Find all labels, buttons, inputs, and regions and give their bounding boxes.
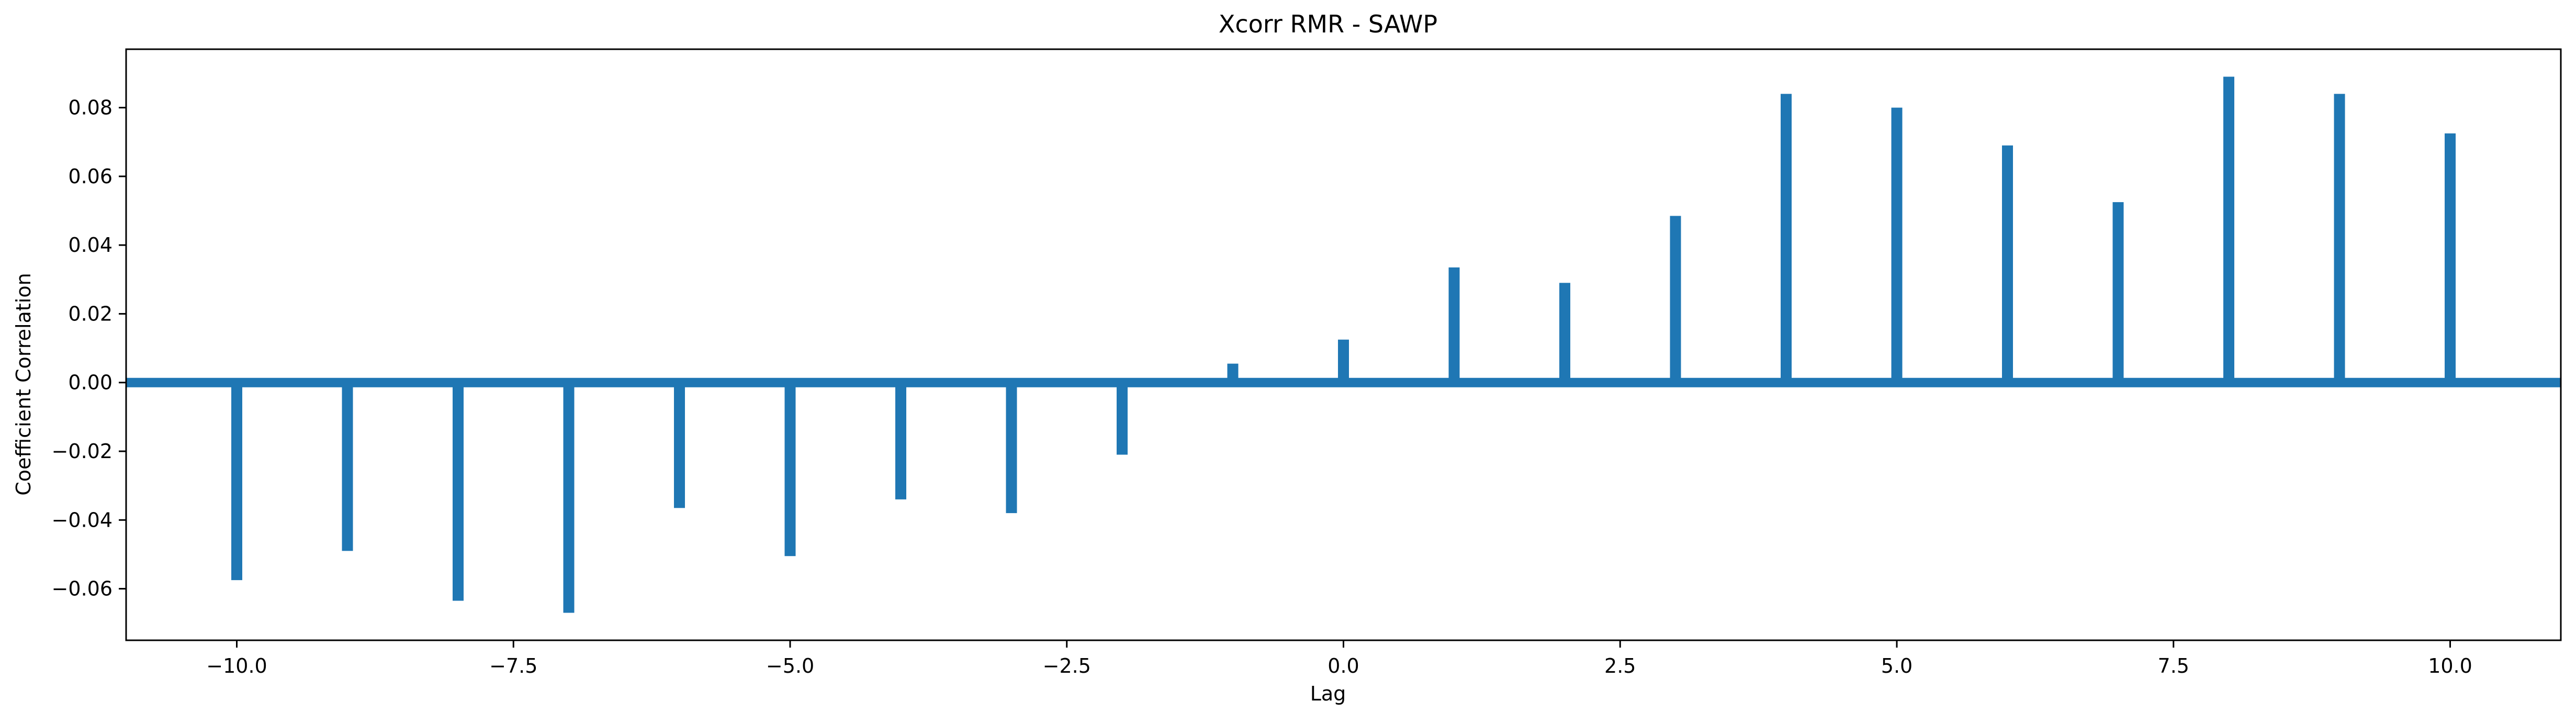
y-ticks: −0.06 −0.04 −0.02 0.00 0.02 0.04 0.06 0.08 [52,96,126,600]
bar-lag-0 [1338,339,1349,383]
y-tick-label: −0.04 [52,508,113,531]
bar-lag-10 [2445,133,2456,383]
bar-lag-3 [1670,216,1681,383]
x-tick-label: 2.5 [1604,654,1636,677]
x-tick-label: 0.0 [1328,654,1359,677]
x-tick-label: −7.5 [489,654,537,677]
y-tick-label: 0.00 [68,371,113,394]
plot-frame [125,48,2562,641]
bar-lag--7 [563,382,575,613]
x-tick-label: 5.0 [1881,654,1913,677]
bar-lag-2 [1559,283,1570,383]
chart-title: Xcorr RMR - SAWP [1219,10,1437,38]
bar-lag--9 [342,382,353,551]
y-tick-label: −0.02 [52,440,113,463]
bar-lag-8 [2223,76,2234,383]
bar-lag-1 [1448,267,1460,383]
x-axis-label: Lag [1310,682,1346,705]
x-tick-label: 7.5 [2158,654,2189,677]
bar-lag--6 [674,382,685,508]
bar-lag--4 [895,382,906,499]
bar-lag-6 [2002,145,2013,383]
y-tick-label: 0.02 [68,302,113,325]
bar-lag--5 [784,382,796,557]
y-tick-label: −0.06 [52,577,113,600]
bar-lag--3 [1006,382,1017,514]
bar-lag-9 [2334,94,2345,383]
y-tick-label: 0.08 [68,96,113,119]
bar-lag--8 [453,382,464,601]
x-tick-label: −2.5 [1043,654,1091,677]
x-ticks: −10.0 −7.5 −5.0 −2.5 0.0 2.5 5.0 7.5 10.0 [206,640,2472,677]
bar-lag--1 [1227,363,1239,383]
bar-lag--2 [1117,382,1128,455]
bars-layer [231,76,2456,613]
x-tick-label: −5.0 [766,654,814,677]
bar-lag--10 [231,382,242,581]
y-tick-label: 0.04 [68,233,113,257]
bar-lag-5 [1891,107,1903,383]
x-tick-label: −10.0 [206,654,267,677]
bar-lag-7 [2112,202,2124,383]
bar-lag-4 [1781,94,1792,383]
x-tick-label: 10.0 [2428,654,2472,677]
y-axis-label: Coefficient Correlation [12,273,35,495]
y-tick-label: 0.06 [68,165,113,188]
